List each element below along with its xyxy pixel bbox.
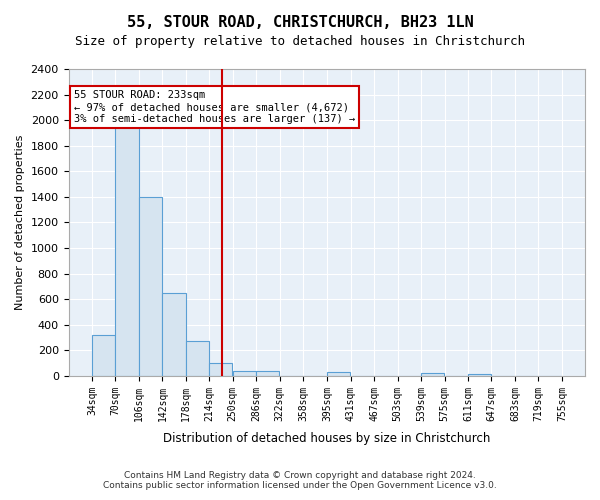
- Bar: [327, 372, 350, 376]
- Bar: [233, 371, 256, 376]
- Bar: [186, 342, 209, 376]
- Text: 55, STOUR ROAD, CHRISTCHURCH, BH23 1LN: 55, STOUR ROAD, CHRISTCHURCH, BH23 1LN: [127, 15, 473, 30]
- Text: Contains HM Land Registry data © Crown copyright and database right 2024.
Contai: Contains HM Land Registry data © Crown c…: [103, 470, 497, 490]
- Bar: [209, 363, 232, 376]
- Text: Size of property relative to detached houses in Christchurch: Size of property relative to detached ho…: [75, 35, 525, 48]
- Bar: [139, 197, 162, 376]
- Text: 55 STOUR ROAD: 233sqm
← 97% of detached houses are smaller (4,672)
3% of semi-de: 55 STOUR ROAD: 233sqm ← 97% of detached …: [74, 90, 355, 124]
- Bar: [163, 293, 185, 376]
- Bar: [421, 374, 444, 376]
- X-axis label: Distribution of detached houses by size in Christchurch: Distribution of detached houses by size …: [163, 432, 490, 445]
- Y-axis label: Number of detached properties: Number of detached properties: [15, 135, 25, 310]
- Bar: [256, 372, 280, 376]
- Bar: [115, 126, 139, 376]
- Bar: [92, 335, 115, 376]
- Bar: [468, 374, 491, 376]
